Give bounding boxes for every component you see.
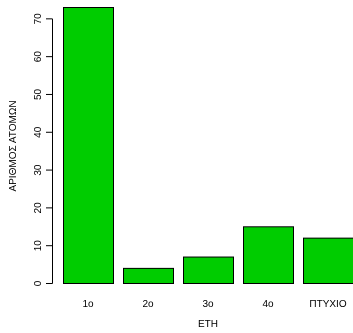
bar-ΠΤΥΧΙΟ (303, 237, 353, 285)
y-tick-label: 30 (33, 164, 44, 176)
x-tick-label: 1o (82, 299, 94, 310)
bar-1o (63, 7, 114, 284)
y-tick-label: 60 (33, 51, 44, 63)
x-axis: 1o 2o 3o 4o ΠΤΥΧΙΟ (82, 299, 346, 310)
bar-4o (243, 226, 294, 285)
y-tick-label: 50 (33, 88, 44, 100)
x-tick-label: 2o (142, 299, 154, 310)
bar-2o (123, 267, 174, 284)
bar-3o (183, 256, 234, 284)
y-tick-label: 70 (33, 13, 44, 25)
y-tick-label: 10 (33, 240, 44, 252)
y-axis: 0 10 20 30 40 50 60 70 (33, 13, 53, 286)
y-tick-label: 0 (33, 280, 44, 286)
x-axis-label: ΕΤΗ (198, 319, 218, 330)
x-tick-label: 4o (262, 299, 274, 310)
x-tick-label: 3o (202, 299, 214, 310)
x-tick-label: ΠΤΥΧΙΟ (309, 299, 346, 310)
y-axis-label: ΑΡΙΘΜΟΣ ΑΤΟΜΩΝ (8, 100, 19, 191)
y-tick-label: 20 (33, 202, 44, 214)
y-tick-label: 40 (33, 126, 44, 138)
bars-group (63, 7, 353, 285)
